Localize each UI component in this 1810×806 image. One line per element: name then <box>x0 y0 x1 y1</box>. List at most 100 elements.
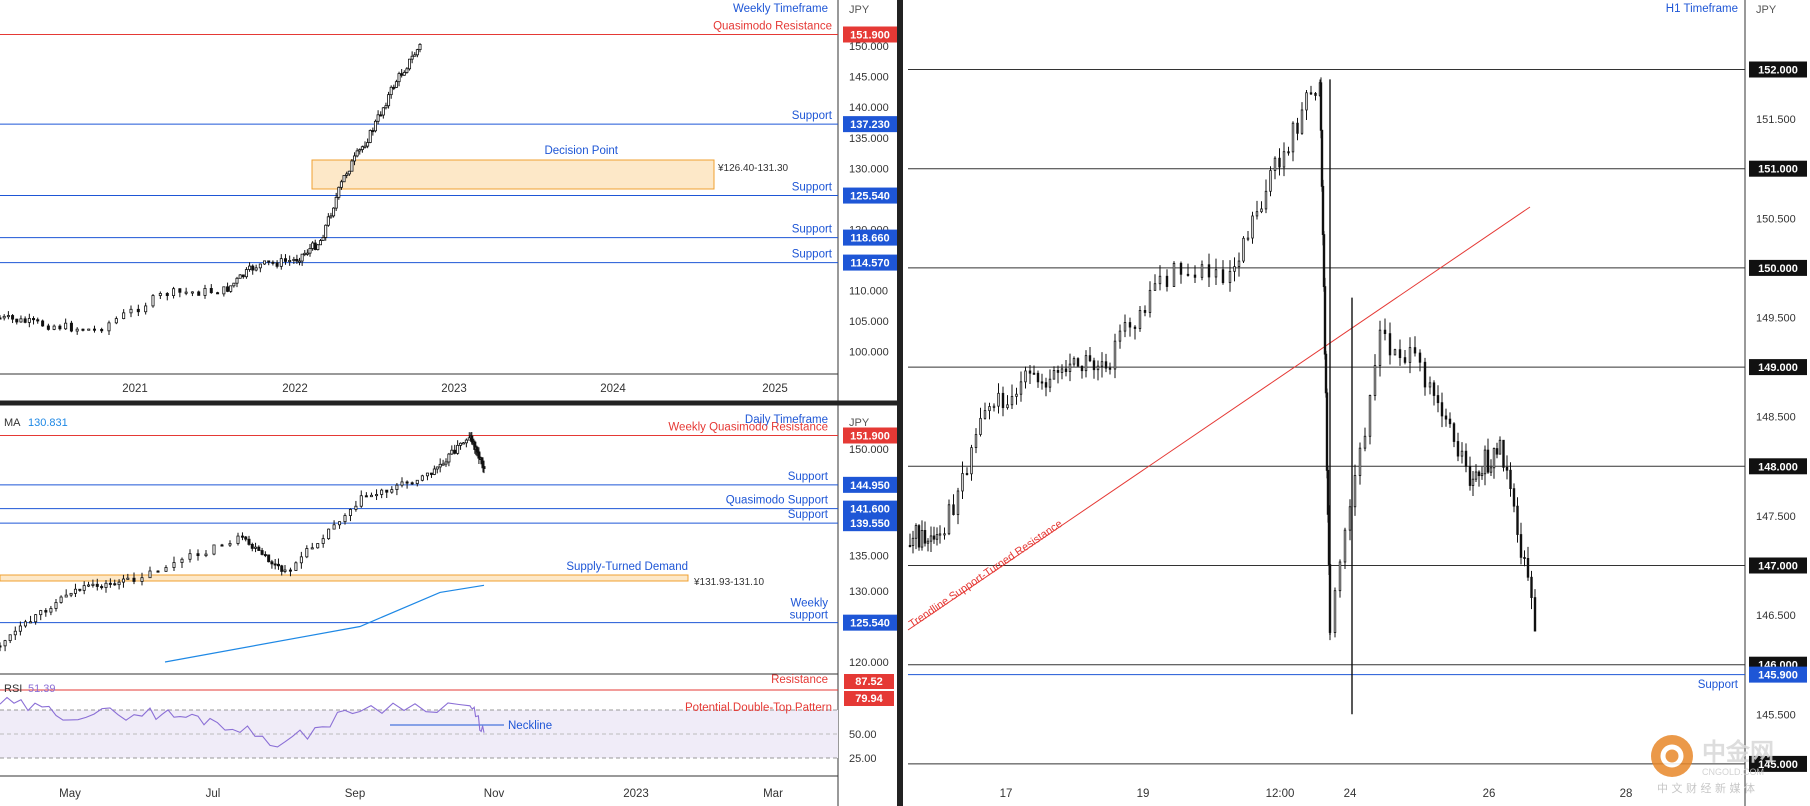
candle-body <box>1324 353 1328 394</box>
candle-body <box>429 472 433 475</box>
candle-body <box>908 545 912 548</box>
rsi-band <box>0 710 838 758</box>
candle-body <box>41 320 45 327</box>
candle-body <box>108 582 112 585</box>
candle-body <box>44 610 48 613</box>
candle-body <box>0 317 2 320</box>
price-tag-text: 151.000 <box>1758 164 1798 176</box>
candle-body <box>78 588 82 591</box>
candle-body <box>1251 215 1254 239</box>
candle-body <box>459 442 463 446</box>
candle-body <box>400 73 404 76</box>
candle-body <box>273 563 277 566</box>
candle-body <box>1056 369 1060 373</box>
candle-body <box>204 553 208 557</box>
candle-body <box>1325 392 1329 471</box>
price-tick-label: 150.000 <box>849 41 889 53</box>
price-tag <box>843 187 897 204</box>
candle-body <box>1526 558 1530 578</box>
candle-body <box>257 546 261 551</box>
candle-body <box>410 482 414 485</box>
candle-body <box>172 562 176 568</box>
price-tick-label: 135.000 <box>849 550 889 562</box>
daily-panel: Supply-Turned Demand ¥131.93-131.10 Week… <box>0 414 897 669</box>
candle-body <box>1413 347 1417 354</box>
candle-body <box>1296 122 1299 134</box>
price-tag <box>1749 458 1807 475</box>
candle-body <box>1282 151 1286 168</box>
daily-title: Daily Timeframe <box>745 414 828 426</box>
candle-body <box>52 325 56 330</box>
candle-body <box>228 543 232 546</box>
price-tag <box>1749 359 1807 376</box>
price-tick-label: 145.500 <box>1756 709 1796 721</box>
candle-body <box>321 538 325 544</box>
h1-price-axis: 151.500 150.500 149.500 148.500 147.500 146.5… <box>1756 114 1796 721</box>
candle-body <box>64 594 68 598</box>
candle-body <box>1423 361 1427 388</box>
weekly-decision-point-zone <box>311 159 715 190</box>
candle-body <box>1028 370 1032 374</box>
price-tag-text: 151.900 <box>850 30 890 42</box>
candle-body <box>6 315 10 318</box>
rsi-axis: 50.00 25.00 <box>849 729 877 765</box>
candle-body <box>39 610 43 616</box>
level-label: Support <box>792 224 833 236</box>
candle-body <box>114 318 118 324</box>
candle-body <box>1456 441 1460 457</box>
candle-body <box>197 291 201 296</box>
support-price-tag <box>1749 666 1807 683</box>
candle-body <box>932 535 936 540</box>
candle-body <box>222 286 226 295</box>
candle-body <box>363 145 367 148</box>
price-tag <box>843 229 897 246</box>
candle-body <box>1052 369 1056 380</box>
price-tag <box>843 427 897 444</box>
candle-body <box>73 588 77 594</box>
candle-body <box>250 544 254 549</box>
candle-body <box>156 570 160 573</box>
candle-body <box>1309 92 1313 95</box>
candle-body <box>1468 466 1472 486</box>
candle-body <box>1186 273 1190 276</box>
candle-body <box>229 285 233 292</box>
candle-body <box>1505 466 1509 471</box>
candle-body <box>59 596 63 603</box>
candle-body <box>267 554 271 563</box>
candle-body <box>1393 349 1397 356</box>
candle-body <box>1378 329 1382 366</box>
candle-body <box>1418 352 1422 363</box>
candle-body <box>235 277 239 284</box>
candle-body <box>355 150 359 157</box>
h1-currency: JPY <box>1756 4 1777 16</box>
watermark-logo-icon <box>1651 735 1693 777</box>
candle-body <box>988 406 991 412</box>
support-price-tag-text: 145.900 <box>1758 670 1798 682</box>
candle-body <box>408 58 412 70</box>
candle-body <box>432 468 436 475</box>
candle-body <box>1123 322 1127 332</box>
candle-body <box>371 130 375 133</box>
h1-trendline <box>907 206 1531 631</box>
candle-body <box>1128 322 1132 328</box>
candle-body <box>381 107 385 116</box>
candle-body <box>271 261 275 264</box>
candle-body <box>1165 275 1169 287</box>
candle-body <box>911 537 915 546</box>
candle-body <box>420 475 424 481</box>
candle-body <box>283 258 287 262</box>
candle-body <box>294 562 298 571</box>
candle-body <box>104 582 108 588</box>
price-tick-label: 120.000 <box>849 657 889 669</box>
candle-body <box>1040 381 1044 384</box>
candle-body <box>1001 392 1005 409</box>
candle-body <box>1228 270 1232 284</box>
candle-body <box>1158 275 1162 285</box>
candle-body <box>392 86 396 89</box>
price-tag <box>843 476 897 493</box>
candle-body <box>263 260 267 265</box>
candle-body <box>1118 330 1122 342</box>
rsi-panel: RSI 51.39 Resistance Potential Double-To… <box>0 674 894 800</box>
candle-body <box>1492 448 1496 469</box>
time-tick-label: 2025 <box>762 383 788 395</box>
